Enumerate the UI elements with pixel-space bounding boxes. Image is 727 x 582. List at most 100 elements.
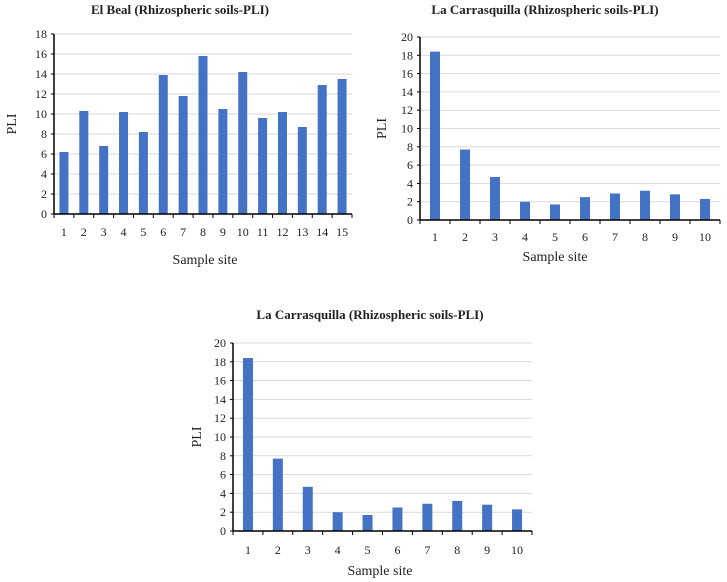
- x-tick-label: 1: [432, 230, 438, 244]
- x-tick-label: 5: [365, 543, 371, 557]
- bar-site-15: [337, 79, 347, 214]
- x-tick-label: 13: [296, 225, 308, 239]
- x-tick-label: 8: [642, 230, 648, 244]
- y-tick-label: 2: [220, 505, 226, 519]
- chart-1: El Beal (Rhizospheric soils-PLI) 0 2 4 6 8 10 1…: [5, 2, 353, 268]
- bar-site-3: [490, 176, 500, 220]
- y-tick-label: 16: [214, 374, 226, 388]
- bar-site-6: [580, 197, 590, 220]
- x-tick-label: 2: [81, 225, 87, 239]
- bar-site-5: [550, 204, 560, 220]
- bar-site-3: [302, 486, 313, 531]
- y-tick-label: 18: [214, 355, 226, 369]
- x-tick-label: 5: [140, 225, 146, 239]
- y-tick-label: 4: [220, 486, 226, 500]
- x-axis-label: Sample site: [348, 564, 413, 579]
- x-tick-label: 2: [275, 543, 281, 557]
- y-tick-label: 4: [407, 176, 413, 190]
- x-axis-label: Sample site: [523, 250, 588, 265]
- x-tick-label: 6: [160, 225, 166, 239]
- bar-site-9: [218, 109, 228, 214]
- x-tick-label: 3: [101, 225, 107, 239]
- x-tick-label: 7: [612, 230, 618, 244]
- bar-site-7: [422, 503, 433, 531]
- x-tick-label: 3: [305, 543, 311, 557]
- x-tick-label: 4: [121, 225, 127, 239]
- x-tick-label: 4: [335, 543, 341, 557]
- bar-site-11: [258, 118, 268, 214]
- x-tick-label: 8: [200, 225, 206, 239]
- bar-site-12: [277, 112, 287, 214]
- x-tick-label: 12: [276, 225, 288, 239]
- x-tick-label: 3: [492, 230, 498, 244]
- y-tick-label: 16: [35, 47, 47, 61]
- x-tick-label: 10: [699, 230, 711, 244]
- y-tick-label: 6: [220, 468, 226, 482]
- x-tick-label: 1: [245, 543, 251, 557]
- bar-site-2: [272, 458, 283, 531]
- bar-site-1: [242, 358, 253, 531]
- bar-site-10: [512, 509, 523, 531]
- x-tick-label: 6: [582, 230, 588, 244]
- chart-3: La Carrasquilla (Rhizospheric soils-PLI)…: [190, 307, 533, 579]
- x-tick-label: 7: [424, 543, 430, 557]
- y-tick-label: 16: [401, 67, 413, 81]
- y-tick-label: 4: [41, 167, 47, 181]
- chart-2: La Carrasquilla (Rhizospheric soils-PLI)…: [375, 2, 721, 265]
- x-tick-label: 10: [511, 543, 523, 557]
- bar-site-8: [452, 500, 463, 531]
- y-tick-label: 12: [35, 87, 47, 101]
- y-tick-label: 10: [214, 430, 226, 444]
- bar-site-10: [700, 198, 710, 220]
- y-tick-label: 14: [401, 85, 413, 99]
- y-tick-label: 18: [35, 27, 47, 41]
- y-axis-label: PLI: [5, 113, 20, 134]
- bar-site-4: [520, 201, 530, 220]
- x-tick-label: 4: [522, 230, 528, 244]
- bar-site-9: [482, 504, 493, 531]
- bar-site-7: [178, 96, 188, 214]
- x-tick-label: 9: [484, 543, 490, 557]
- y-tick-label: 20: [214, 336, 226, 350]
- bar-site-9: [670, 194, 680, 220]
- x-tick-label: 2: [462, 230, 468, 244]
- bar-site-8: [198, 56, 208, 214]
- y-tick-label: 2: [407, 195, 413, 209]
- y-tick-label: 6: [41, 147, 47, 161]
- y-tick-label: 14: [35, 67, 47, 81]
- bar-site-1: [59, 152, 69, 214]
- y-tick-label: 2: [41, 187, 47, 201]
- x-tick-label: 6: [394, 543, 400, 557]
- chart-title: El Beal (Rhizospheric soils-PLI): [91, 2, 269, 17]
- chart-title: La Carrasquilla (Rhizospheric soils-PLI): [256, 307, 483, 322]
- x-tick-label: 9: [672, 230, 678, 244]
- y-tick-label: 12: [214, 411, 226, 425]
- y-tick-label: 0: [41, 207, 47, 221]
- y-tick-label: 8: [407, 140, 413, 154]
- y-tick-label: 0: [220, 524, 226, 538]
- y-tick-label: 6: [407, 158, 413, 172]
- x-tick-label: 5: [552, 230, 558, 244]
- y-tick-label: 0: [407, 213, 413, 227]
- bar-site-10: [238, 72, 248, 214]
- y-tick-label: 20: [401, 30, 413, 44]
- bar-site-6: [158, 75, 168, 214]
- bar-site-7: [610, 193, 620, 220]
- bar-site-1: [430, 51, 440, 220]
- bar-site-13: [297, 127, 307, 214]
- y-axis-label: PLI: [190, 426, 205, 447]
- x-tick-label: 11: [257, 225, 269, 239]
- bar-site-14: [317, 85, 327, 214]
- bar-site-4: [332, 512, 343, 531]
- bar-site-2: [79, 111, 89, 214]
- y-tick-label: 8: [220, 449, 226, 463]
- bar-site-5: [138, 132, 148, 214]
- x-tick-label: 15: [336, 225, 348, 239]
- x-axis-label: Sample site: [173, 253, 238, 268]
- bar-site-3: [99, 146, 109, 214]
- y-tick-label: 10: [35, 107, 47, 121]
- x-tick-label: 9: [220, 225, 226, 239]
- y-tick-label: 14: [214, 392, 226, 406]
- y-tick-label: 10: [401, 122, 413, 136]
